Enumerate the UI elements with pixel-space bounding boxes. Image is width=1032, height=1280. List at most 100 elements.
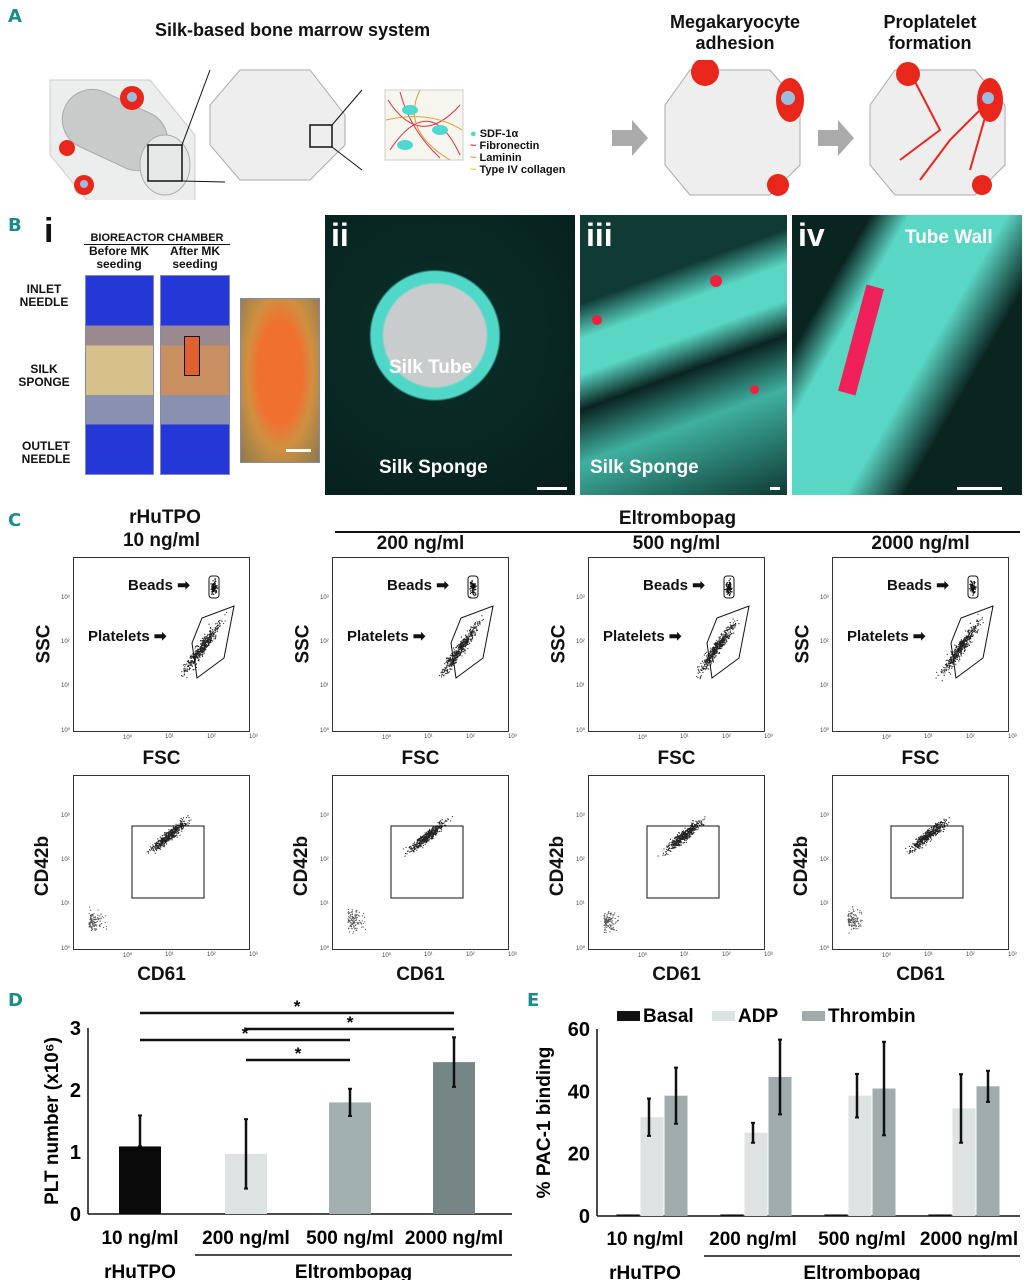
- x-tick: 10¹: [424, 734, 433, 740]
- y-tick-label: 0: [70, 1204, 81, 1226]
- event-dot: [179, 823, 182, 825]
- event-dot: [451, 662, 454, 664]
- event-dot: [93, 916, 95, 918]
- event-dot: [198, 655, 200, 657]
- event-dot: [664, 854, 666, 856]
- event-dot: [182, 823, 184, 825]
- event-dot: [852, 917, 854, 919]
- x-tick: 10³: [508, 734, 517, 740]
- event-dot: [951, 667, 953, 669]
- bead-dot: [212, 580, 214, 582]
- event-dot: [970, 627, 972, 629]
- x-tick: 10²: [966, 952, 975, 958]
- event-dot: [855, 915, 858, 917]
- event-dot: [464, 650, 466, 652]
- event-dot: [99, 915, 101, 917]
- event-dot: [444, 667, 446, 669]
- event-dot: [657, 855, 659, 857]
- event-dot: [690, 831, 692, 833]
- cd61-cd42b-scatter-plot: [332, 775, 509, 950]
- event-dot: [349, 917, 351, 919]
- event-dot: [358, 914, 360, 916]
- event-dot: [432, 832, 434, 834]
- event-dot: [732, 624, 734, 627]
- event-dot: [183, 673, 186, 675]
- event-dot: [699, 676, 701, 679]
- platelet-gate: [706, 605, 750, 679]
- event-dot: [459, 646, 462, 648]
- event-dot: [459, 644, 461, 646]
- process-arrow-icon: [818, 120, 854, 156]
- event-dot: [458, 646, 460, 649]
- event-dot: [187, 664, 189, 667]
- event-dot: [968, 636, 970, 638]
- event-dot: [90, 913, 93, 916]
- event-dot: [939, 823, 941, 825]
- event-dot: [93, 920, 95, 922]
- event-dot: [730, 633, 732, 635]
- event-dot: [682, 834, 684, 836]
- event-dot: [853, 910, 855, 913]
- event-dot: [470, 627, 472, 629]
- event-dot: [188, 822, 190, 825]
- event-dot: [610, 928, 612, 931]
- fsc-ssc-scatter-plot: [588, 557, 765, 732]
- event-dot: [181, 819, 184, 821]
- event-dot: [700, 662, 702, 665]
- fiber-icon: ~: [470, 164, 480, 176]
- y-tick-label: 1: [70, 1142, 81, 1164]
- event-dot: [450, 665, 452, 668]
- event-dot: [930, 839, 933, 841]
- event-dot: [443, 669, 445, 671]
- event-dot: [202, 642, 205, 644]
- event-dot: [954, 660, 956, 662]
- cd42b-axis-label: CD42b: [32, 835, 54, 897]
- event-dot: [702, 671, 704, 674]
- event-dot: [950, 658, 952, 660]
- event-dot: [464, 648, 466, 650]
- event-dot: [181, 828, 183, 830]
- event-dot: [685, 833, 687, 835]
- event-dot: [962, 643, 964, 646]
- event-dot: [447, 662, 449, 665]
- platelets-label: Platelets ➡: [88, 627, 166, 645]
- event-dot: [186, 663, 188, 665]
- platelets-text: Platelets: [88, 628, 150, 645]
- event-dot: [707, 664, 709, 666]
- event-dot: [677, 842, 680, 844]
- event-dot: [604, 918, 606, 920]
- event-dot: [189, 664, 191, 666]
- arrow-right-icon: ➡: [692, 577, 705, 594]
- event-dot: [847, 919, 849, 922]
- silk-sponge-iii-label: Silk Sponge: [590, 457, 699, 478]
- event-dot: [977, 613, 979, 615]
- event-dot: [720, 633, 723, 635]
- bone-marrow-schematic: [49, 60, 1006, 200]
- beads-text: Beads: [643, 577, 689, 594]
- event-dot: [978, 622, 980, 624]
- event-dot: [942, 831, 944, 833]
- event-dot: [471, 639, 473, 641]
- event-dot: [921, 842, 924, 844]
- event-dot: [722, 640, 724, 642]
- event-dot: [710, 647, 712, 649]
- event-dot: [928, 833, 930, 836]
- event-dot: [702, 668, 705, 670]
- event-dot: [612, 929, 614, 931]
- event-dot: [100, 922, 103, 925]
- event-dot: [472, 629, 474, 631]
- event-dot: [927, 837, 929, 839]
- event-dot: [612, 916, 614, 918]
- event-dot: [448, 671, 450, 673]
- event-dot: [921, 841, 923, 843]
- event-dot: [358, 915, 360, 917]
- event-dot: [687, 837, 689, 839]
- event-dot: [931, 834, 934, 836]
- event-dot: [679, 840, 681, 842]
- event-dot: [977, 625, 979, 627]
- event-dot: [190, 664, 192, 666]
- event-dot: [168, 829, 170, 831]
- event-dot: [428, 840, 430, 842]
- bead-dot: [729, 586, 732, 588]
- event-dot: [356, 918, 358, 920]
